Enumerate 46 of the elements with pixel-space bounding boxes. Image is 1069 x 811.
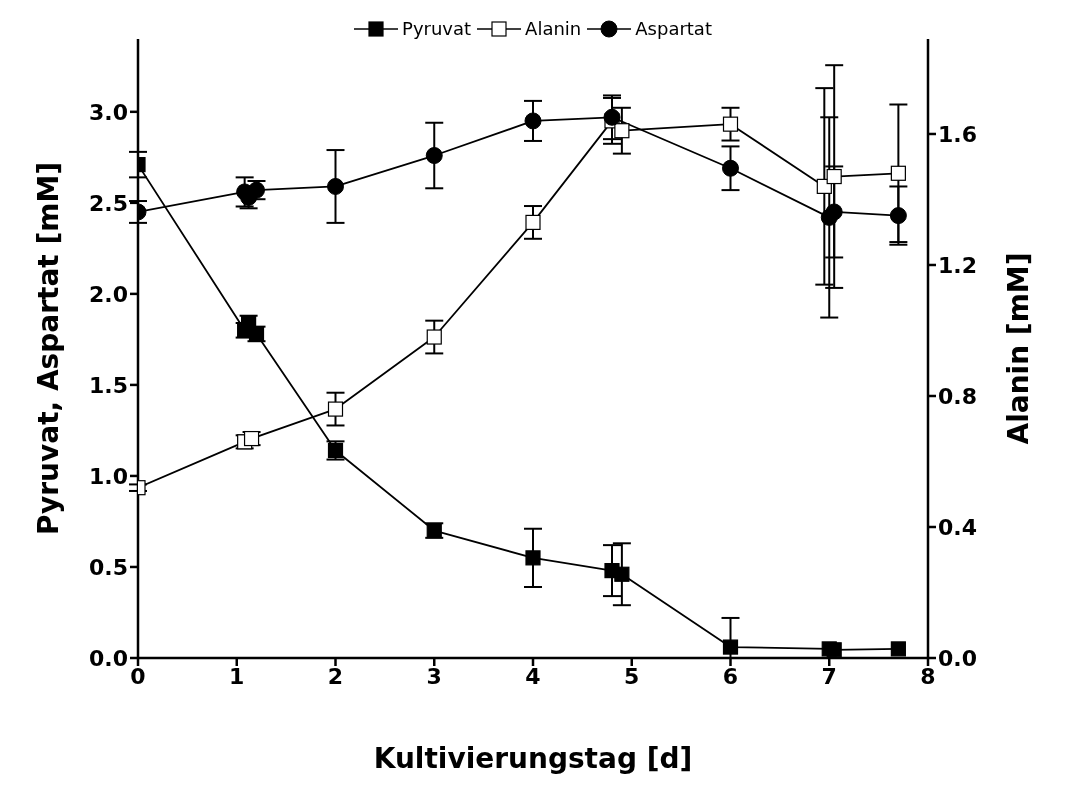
x-tick-label: 8 xyxy=(920,663,936,689)
point xyxy=(826,642,842,658)
x-tick-label: 2 xyxy=(327,663,344,689)
y-tick-label: 1.0 xyxy=(89,463,128,489)
y2-axis-title: Alanin [mM] xyxy=(1001,252,1035,445)
x-tick-label: 5 xyxy=(624,663,640,689)
x-tick-label: 3 xyxy=(426,663,442,689)
y2-tick-label: 0.0 xyxy=(938,645,977,671)
point xyxy=(889,207,907,225)
legend-label: Aspartat xyxy=(634,18,712,39)
y2-tick-label: 0.4 xyxy=(938,514,977,540)
point xyxy=(614,123,630,139)
point xyxy=(603,108,621,126)
x-tick-label: 1 xyxy=(229,663,245,689)
point xyxy=(426,329,442,345)
x-tick-label: 4 xyxy=(525,663,541,689)
point xyxy=(327,401,344,417)
point xyxy=(425,147,443,165)
x-axis-title: Kultivierungstag [d] xyxy=(373,742,693,775)
point xyxy=(525,214,541,231)
legend-label: Pyruvat xyxy=(401,18,472,39)
point xyxy=(614,566,630,582)
point xyxy=(327,177,344,195)
x-tick-label: 7 xyxy=(821,663,837,689)
x-tick-label: 6 xyxy=(722,663,739,689)
y2-tick-label: 0.8 xyxy=(938,383,977,409)
point xyxy=(722,116,739,132)
y-tick-label: 0.0 xyxy=(89,645,128,671)
point xyxy=(825,203,843,221)
point xyxy=(890,165,906,181)
y2-tick-label: 1.6 xyxy=(938,121,977,147)
y-axis-title: Pyruvat, Aspartat [mM] xyxy=(31,161,65,536)
y-tick-label: 2.5 xyxy=(89,190,128,216)
y2-tick-label: 1.2 xyxy=(938,252,977,278)
y-tick-label: 2.0 xyxy=(89,281,128,307)
y-tick-label: 0.5 xyxy=(89,554,128,580)
x-tick-label: 0 xyxy=(130,663,146,689)
point xyxy=(524,112,542,130)
point xyxy=(525,550,541,566)
legend-label: Alanin xyxy=(524,18,582,39)
point xyxy=(722,159,739,177)
point xyxy=(890,641,906,657)
y-tick-label: 3.0 xyxy=(89,99,128,125)
point xyxy=(722,639,739,655)
y-tick-label: 1.5 xyxy=(89,372,128,398)
point xyxy=(826,168,842,185)
